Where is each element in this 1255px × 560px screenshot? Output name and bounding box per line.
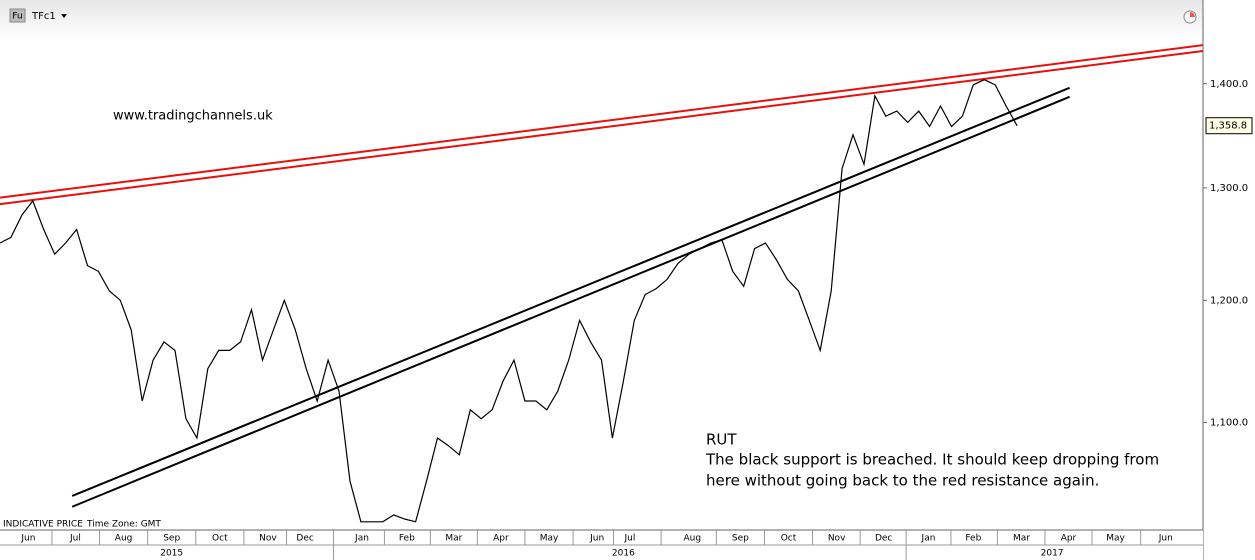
x-tick-label: Jul xyxy=(69,534,81,544)
x-tick-label: Feb xyxy=(399,534,415,544)
instrument-icon[interactable] xyxy=(9,8,26,23)
trend-line xyxy=(0,50,1204,206)
x-tick-label: Jul xyxy=(624,534,636,544)
year-label: 2016 xyxy=(612,549,635,559)
x-tick-label: Nov xyxy=(259,534,277,544)
x-tick-label: Mar xyxy=(445,534,462,544)
price-marker-box xyxy=(1205,117,1253,135)
trend-line xyxy=(71,86,1070,497)
x-tick-label: Aug xyxy=(115,534,133,544)
x-tick-label: Mar xyxy=(1013,534,1030,544)
x-tick-label: Jan xyxy=(354,534,369,544)
year-label: 2017 xyxy=(1041,549,1064,559)
instrument[interactable]: TFc1 xyxy=(31,11,56,22)
year-label: 2015 xyxy=(160,549,183,559)
refresh-icon-part xyxy=(1190,12,1195,17)
annotation-text: The black support is breached. It should… xyxy=(705,451,1159,469)
price-marker-label: 1,358.8 xyxy=(1209,121,1247,132)
instrument-tag: Fu xyxy=(12,12,22,22)
axis-bg xyxy=(1203,0,1255,560)
x-tick-label: Jan xyxy=(921,534,936,544)
x-tick-label: Dec xyxy=(296,534,313,544)
x-tick-label: Oct xyxy=(781,534,797,544)
dropdown-arrow[interactable] xyxy=(61,14,67,18)
x-tick-label: Jun xyxy=(20,534,35,544)
x-tick-label: May xyxy=(540,534,559,544)
y-tick-label: 1,300.0 xyxy=(1210,183,1248,194)
x-tick-label: Sep xyxy=(163,534,180,544)
x-tick-label: Sep xyxy=(732,534,749,544)
price-line xyxy=(0,79,1018,523)
y-tick-label: 1,200.0 xyxy=(1210,295,1248,306)
y-tick-label: 1,100.0 xyxy=(1210,418,1248,429)
annotation-title: RUT xyxy=(706,431,737,449)
x-tick-label: May xyxy=(1106,534,1125,544)
website-note: www.tradingchannels.uk xyxy=(113,109,273,124)
trend-line xyxy=(71,95,1070,508)
x-tick-label: Oct xyxy=(212,534,228,544)
annotation-text: here without going back to the red resis… xyxy=(706,472,1099,490)
x-tick-label: Aug xyxy=(683,534,701,544)
x-tick-label: Feb xyxy=(965,534,981,544)
x-tick-label: Apr xyxy=(493,534,509,544)
x-tick-label: Apr xyxy=(1061,534,1077,544)
x-tick-label: Nov xyxy=(828,534,846,544)
time-zone: Time Zone: GMT xyxy=(86,520,161,530)
footer-note: INDICATIVE PRICE xyxy=(3,520,83,530)
x-tick-label: Jun xyxy=(1158,534,1173,544)
trend-line xyxy=(0,44,1204,199)
header-bg xyxy=(0,0,1203,40)
x-tick-label: Jun xyxy=(589,534,604,544)
y-tick-label: 1,400.0 xyxy=(1210,79,1248,90)
x-tick-label: Dec xyxy=(875,534,892,544)
